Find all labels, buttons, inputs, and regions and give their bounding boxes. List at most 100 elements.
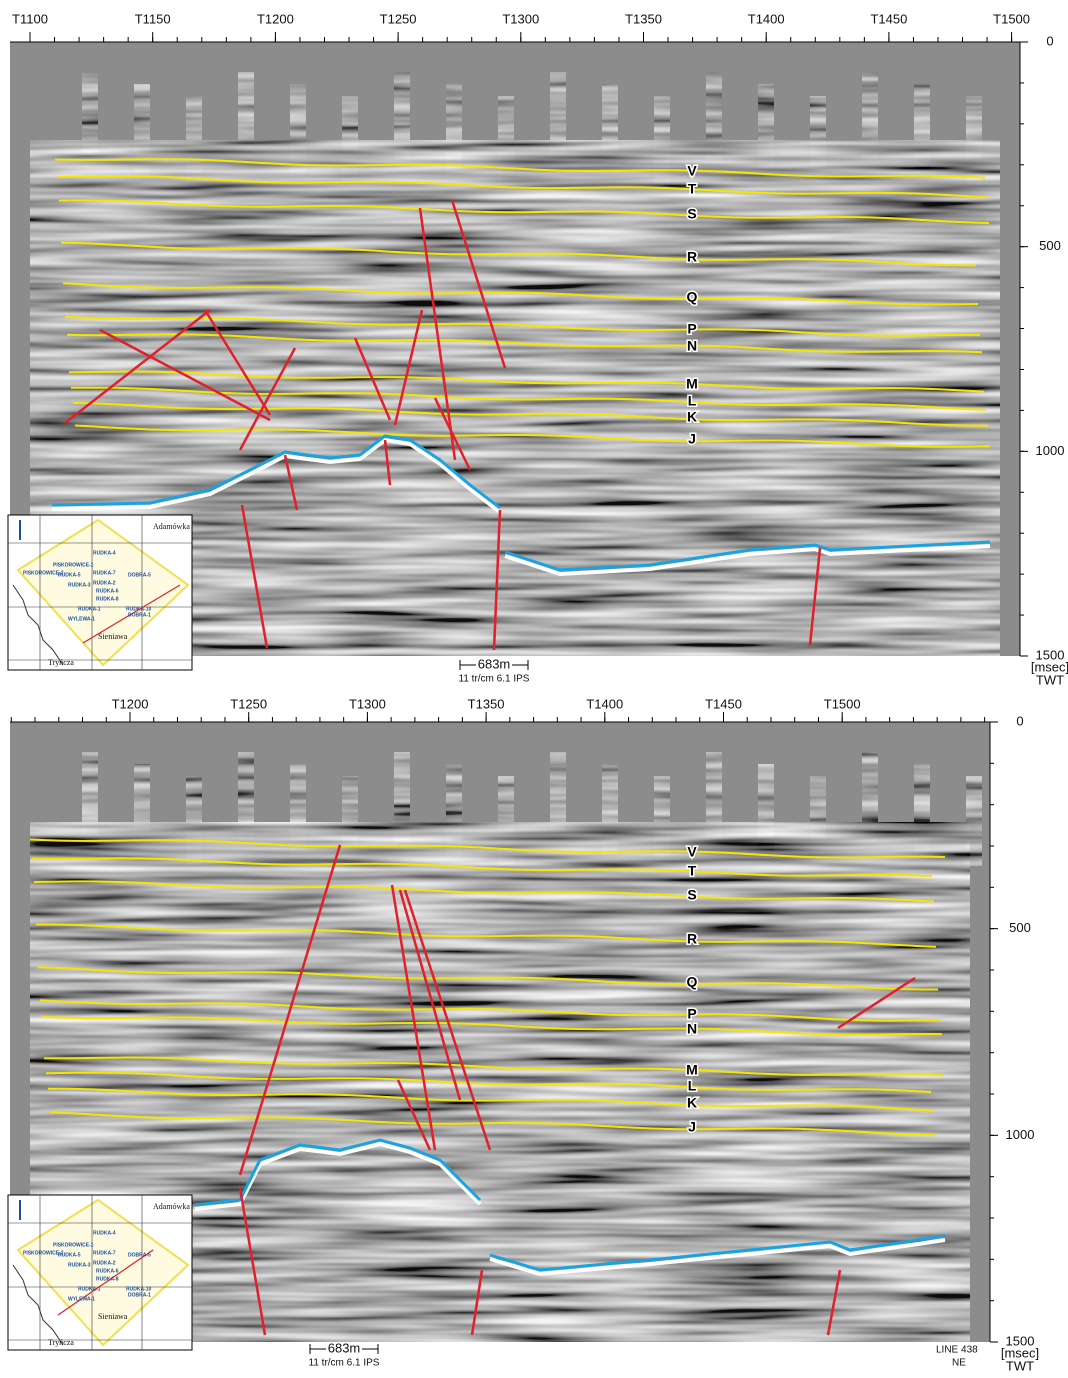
- fault: [837, 976, 916, 1030]
- horizon-label: P: [687, 1006, 696, 1022]
- map-label: Tryńcza: [48, 658, 74, 667]
- right-tick-label: 500: [1039, 238, 1061, 253]
- horizon-label: Q: [687, 974, 698, 990]
- horizon: [68, 370, 985, 393]
- noise-spike: [654, 96, 670, 184]
- horizon: [45, 1071, 932, 1093]
- scale-note: 11 tr/cm 6.1 IPS: [459, 674, 530, 685]
- horizon: [41, 1015, 943, 1036]
- horizon: [58, 199, 990, 224]
- fault: [450, 199, 507, 369]
- noise-spike: [758, 764, 774, 854]
- top-tick-label: T1250: [380, 11, 417, 26]
- horizon-label: K: [687, 409, 697, 425]
- seismic-line: [82, 584, 181, 644]
- map-label: RUDKA-7: [93, 570, 116, 576]
- noise-spike: [394, 752, 410, 842]
- fault: [238, 844, 342, 1176]
- noise-spike: [810, 776, 826, 866]
- horizon-label: Q: [687, 289, 698, 305]
- horizon-label: M: [686, 1062, 698, 1078]
- fault: [826, 1269, 842, 1336]
- map-label: RUDKA-6: [96, 1268, 119, 1274]
- map-label: RUDKA-1: [78, 1286, 101, 1292]
- map-label: RUDKA-5: [58, 1252, 81, 1258]
- location-map: AdamówkaPISKOROWICE-1PISKOROWICE-2RUDKA-…: [7, 514, 193, 671]
- map-label: DOBRA-5: [128, 572, 151, 578]
- direction: NE: [952, 1358, 966, 1369]
- axis-unit: [msec]: [1001, 1345, 1039, 1360]
- map-label: RUDKA-1: [78, 606, 101, 612]
- horizon-label: J: [688, 431, 696, 447]
- horizon-label: M: [686, 376, 698, 392]
- right-tick-label: 1500: [1036, 647, 1065, 662]
- fault: [433, 397, 472, 471]
- top-tick-label: T1400: [748, 11, 785, 26]
- noise-spike: [342, 96, 358, 184]
- horizon-label: L: [688, 1078, 697, 1094]
- fault: [403, 889, 492, 1151]
- basement-white: [51, 437, 502, 514]
- noise-spike: [498, 776, 514, 866]
- horizon: [56, 175, 988, 199]
- line-label: LINE 438: [936, 1345, 978, 1356]
- basement: [489, 1234, 946, 1272]
- map-label: WYLEWA-1: [68, 1296, 95, 1302]
- seismic-line: [57, 1249, 154, 1316]
- scale-label: 683m: [328, 1340, 361, 1355]
- noise-spike: [238, 752, 254, 842]
- map-label: DOBRA-1: [128, 612, 151, 618]
- top-tick-label: T1500: [993, 11, 1030, 26]
- horizon: [36, 923, 937, 948]
- horizon: [49, 1111, 936, 1136]
- scale-label-bg: [326, 1342, 362, 1356]
- noise-spike: [966, 776, 982, 866]
- horizon-label: S: [687, 206, 696, 222]
- map-label: Sieniawa: [98, 1312, 128, 1321]
- fault: [393, 309, 424, 426]
- fault: [418, 207, 457, 461]
- map-label: Sieniawa: [98, 632, 128, 641]
- noise-spike: [498, 96, 514, 184]
- horizon-label: R: [687, 931, 697, 947]
- map-label: PISKOROWICE-2: [23, 570, 64, 576]
- noise-spike: [186, 96, 202, 184]
- map-label: RUDKA-8: [96, 596, 119, 602]
- fault: [492, 509, 502, 651]
- axis-name: TWT: [1006, 1358, 1034, 1373]
- fault: [99, 328, 271, 422]
- noise-spike: [966, 96, 982, 184]
- noise-spike: [550, 72, 566, 160]
- concession: [16, 518, 190, 667]
- noise-spike: [134, 764, 150, 854]
- horizon: [54, 158, 986, 179]
- horizon-label: L: [688, 393, 697, 409]
- horizon: [31, 857, 933, 878]
- noise-spike: [914, 84, 930, 172]
- map-label: RUDKA-4: [93, 1230, 116, 1236]
- noise-spike: [862, 72, 878, 160]
- horizon-label: V: [687, 844, 697, 860]
- horizon: [74, 424, 991, 448]
- map-label: Adamówka: [153, 1202, 190, 1211]
- fault: [203, 309, 272, 416]
- location-map: AdamówkaPISKOROWICE-1PISKOROWICE-2RUDKA-…: [7, 1194, 193, 1351]
- top-tick-label: T1450: [705, 696, 742, 711]
- fault: [283, 454, 299, 511]
- horizon: [29, 838, 946, 859]
- top-tick-label: T1200: [112, 696, 149, 711]
- noise-spike: [238, 72, 254, 160]
- noise-spike: [602, 764, 618, 854]
- basement-white: [489, 1238, 946, 1277]
- right-tick-label: 0: [1046, 33, 1053, 48]
- horizon: [64, 315, 980, 337]
- map-label: RUDKA-3: [68, 1262, 91, 1268]
- horizon-label: T: [688, 863, 697, 879]
- noise-spike: [706, 72, 722, 160]
- top-tick-label: T1350: [625, 11, 662, 26]
- fault: [398, 889, 462, 1101]
- map-label: WYLEWA-1: [68, 616, 95, 622]
- noise-spike: [706, 752, 722, 842]
- noise-spike: [82, 752, 98, 842]
